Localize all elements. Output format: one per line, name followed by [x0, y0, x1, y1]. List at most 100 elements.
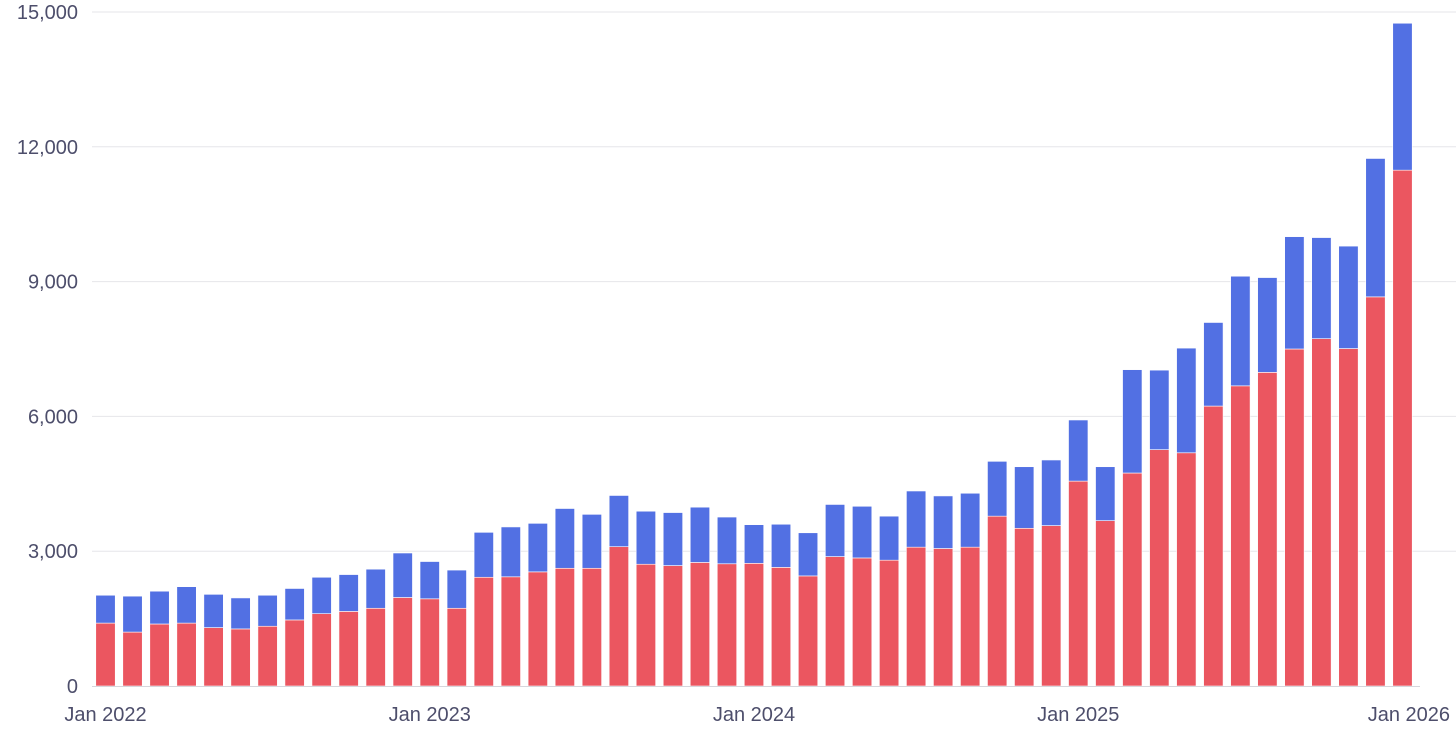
y-tick-label: 6,000	[28, 406, 78, 428]
bar-segment-series-2-jul-2023	[581, 514, 602, 569]
bar-segment-series-2-dec-2023	[716, 516, 738, 565]
bar-segment-series-2-feb-2024	[770, 523, 792, 568]
bar-segment-series-2-dec-2022	[392, 552, 413, 598]
y-tick-label: 0	[67, 676, 78, 698]
bar-segment-series-1-jul-2022	[257, 625, 278, 687]
bar-segment-series-1-aug-2025	[1257, 372, 1278, 687]
bar-segment-series-2-nov-2024	[1014, 466, 1035, 529]
bar-segment-series-2-mar-2022	[149, 590, 170, 625]
bar-segment-series-2-oct-2025	[1311, 237, 1332, 339]
bar-segment-series-1-oct-2022	[338, 611, 359, 687]
bar-segment-series-1-sep-2022	[311, 613, 332, 687]
bar-segment-series-2-jan-2022	[95, 594, 116, 624]
bar-segment-series-1-may-2025	[1176, 452, 1197, 687]
bar-segment-series-2-jan-2023	[419, 561, 440, 600]
y-tick-label: 9,000	[28, 272, 78, 294]
bar-segment-series-2-aug-2024	[933, 495, 954, 549]
bar-segment-series-1-dec-2023	[716, 563, 738, 687]
bar-segment-series-2-aug-2025	[1257, 277, 1278, 373]
bar-segment-series-2-sep-2025	[1284, 236, 1305, 350]
x-tick-label: Jan 2022	[64, 704, 146, 726]
bar-segment-series-1-aug-2022	[284, 619, 305, 687]
bar-segment-series-1-jul-2025	[1230, 385, 1251, 687]
bars	[95, 22, 1413, 687]
bar-segment-series-2-apr-2022	[176, 586, 197, 624]
bar-segment-series-2-dec-2024	[1041, 459, 1062, 526]
bar-segment-series-2-apr-2024	[825, 504, 846, 557]
bar-segment-series-1-apr-2023	[500, 576, 521, 687]
bar-segment-series-2-apr-2025	[1149, 369, 1170, 450]
bar-segment-series-2-nov-2023	[689, 506, 710, 563]
bar-segment-series-2-nov-2022	[365, 568, 386, 609]
bar-segment-series-1-jan-2023	[419, 598, 440, 687]
bar-segment-series-1-may-2023	[527, 571, 548, 687]
bar-segment-series-2-mar-2025	[1122, 369, 1143, 474]
bar-segment-series-2-may-2023	[527, 523, 548, 573]
y-tick-label: 12,000	[17, 137, 78, 159]
bar-segment-series-1-apr-2024	[825, 556, 846, 687]
bar-segment-series-2-feb-2023	[446, 569, 467, 609]
bar-segment-series-1-aug-2024	[933, 548, 954, 687]
bar-segment-series-1-jun-2023	[554, 567, 575, 687]
bar-segment-series-1-dec-2024	[1041, 525, 1062, 687]
bar-segment-series-1-nov-2023	[689, 562, 710, 687]
bar-segment-series-2-jul-2024	[906, 490, 927, 548]
x-tick-label: Jan 2025	[1037, 704, 1119, 726]
bar-segment-series-2-sep-2024	[960, 492, 981, 548]
bar-segment-series-2-nov-2025	[1338, 245, 1359, 349]
y-axis-tick-labels: 0 3,000 6,000 9,000 12,000 15,000	[17, 2, 78, 698]
bar-segment-series-1-sep-2025	[1284, 348, 1305, 687]
bar-segment-series-1-may-2022	[203, 627, 224, 687]
bar-segment-series-2-may-2024	[852, 505, 873, 559]
bar-segment-series-1-dec-2022	[392, 597, 413, 687]
bar-segment-series-1-feb-2025	[1095, 520, 1116, 687]
bar-segment-series-1-jul-2023	[581, 567, 602, 687]
x-tick-label: Jan 2024	[713, 704, 795, 726]
bar-segment-series-2-jan-2024	[743, 524, 765, 564]
bar-segment-series-1-mar-2025	[1122, 472, 1143, 687]
bar-segment-series-1-jan-2024	[743, 563, 765, 687]
bar-segment-series-1-jan-2026	[1392, 169, 1413, 687]
gridlines	[92, 11, 1456, 552]
bar-segment-series-2-oct-2022	[338, 574, 359, 612]
bar-segment-series-1-jun-2022	[230, 628, 251, 687]
bar-segment-series-2-jan-2026	[1392, 22, 1413, 171]
bar-segment-series-1-aug-2023	[608, 546, 629, 687]
bar-segment-series-2-jun-2022	[230, 597, 251, 630]
bar-segment-series-2-mar-2024	[798, 532, 819, 577]
bar-segment-series-1-jul-2024	[906, 546, 927, 687]
x-tick-label: Jan 2026	[1368, 704, 1450, 726]
bar-segment-series-2-dec-2025	[1365, 158, 1386, 298]
bar-segment-series-2-sep-2023	[635, 510, 656, 565]
bar-segment-series-2-aug-2023	[608, 495, 629, 548]
bar-segment-series-1-feb-2022	[122, 631, 143, 687]
bar-segment-series-1-apr-2022	[176, 622, 197, 687]
bar-segment-series-1-feb-2023	[446, 607, 467, 687]
bar-segment-series-1-sep-2023	[635, 563, 656, 687]
bar-segment-series-2-jun-2025	[1203, 322, 1224, 407]
bar-segment-series-1-dec-2025	[1365, 296, 1386, 687]
bar-segment-series-2-oct-2023	[662, 512, 683, 566]
bar-segment-series-1-jan-2025	[1068, 480, 1089, 687]
bar-segment-series-2-jan-2025	[1068, 419, 1089, 482]
bar-segment-series-2-jul-2025	[1230, 275, 1251, 387]
bar-segment-series-1-mar-2022	[149, 623, 170, 687]
bar-segment-series-1-may-2024	[852, 557, 873, 687]
bar-segment-series-2-aug-2022	[284, 588, 305, 621]
bar-segment-series-2-feb-2022	[122, 595, 143, 633]
x-tick-label: Jan 2023	[389, 704, 471, 726]
y-tick-label: 15,000	[17, 2, 78, 24]
bar-segment-series-2-apr-2023	[500, 526, 521, 578]
bar-segment-series-1-oct-2025	[1311, 338, 1332, 687]
x-axis-tick-labels: Jan 2022 Jan 2023 Jan 2024 Jan 2025 Jan 2026	[64, 704, 1450, 726]
bar-segment-series-1-mar-2023	[473, 576, 494, 687]
bar-segment-series-1-mar-2024	[798, 575, 819, 687]
bar-segment-series-1-apr-2025	[1149, 449, 1170, 687]
y-tick-label: 3,000	[28, 541, 78, 563]
bar-segment-series-2-may-2025	[1176, 347, 1197, 454]
bar-segment-series-1-oct-2024	[987, 515, 1008, 687]
bar-segment-series-1-oct-2023	[662, 565, 683, 687]
bar-segment-series-1-nov-2022	[365, 607, 386, 687]
bar-segment-series-2-jul-2022	[257, 594, 278, 627]
